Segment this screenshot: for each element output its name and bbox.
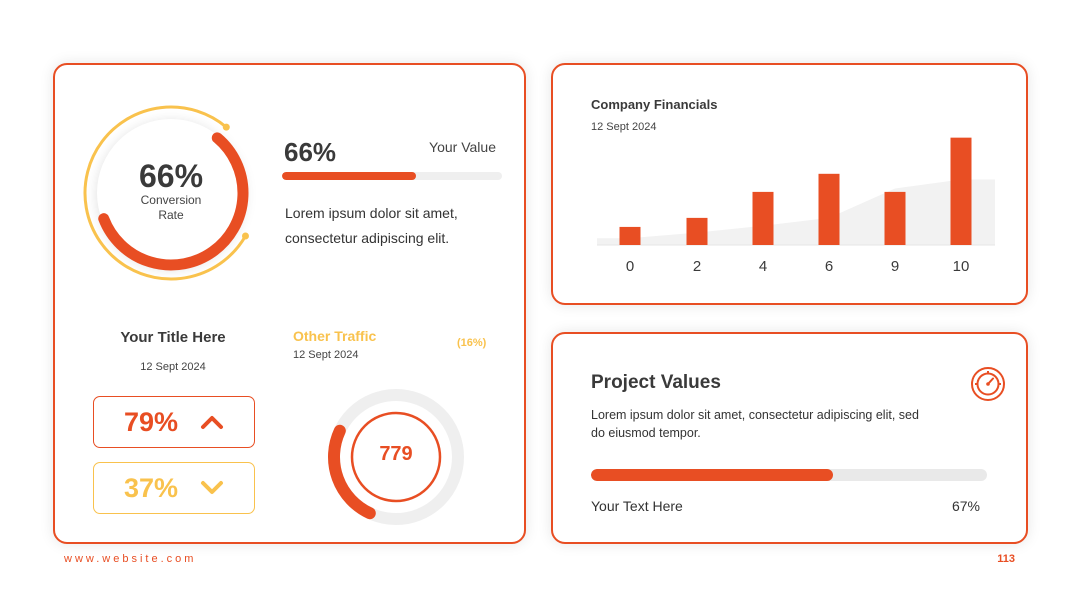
traffic-percent: (16%) <box>457 337 487 349</box>
stat-box-down: 37% <box>93 462 255 514</box>
project-title: Project Values <box>591 372 721 393</box>
stat-value: 79% <box>123 406 179 437</box>
project-description: Lorem ipsum dolor sit amet, consectetur … <box>591 408 919 440</box>
section-date: 12 Sept 2024 <box>140 361 206 373</box>
value-percent: 66% <box>284 137 337 167</box>
chart-bar <box>686 217 708 245</box>
chart-category-label: 6 <box>825 258 833 275</box>
conversion-progress-arc <box>98 132 249 271</box>
conversion-arc-dot <box>222 123 230 131</box>
footer-url[interactable]: www.website.com <box>64 553 197 565</box>
chart-bar <box>752 191 774 245</box>
value-label: Your Value <box>429 139 496 155</box>
project-progress-track <box>591 469 987 481</box>
project-progress-fill <box>591 469 833 481</box>
financials-title: Company Financials <box>591 97 718 112</box>
stat-box-up: 79% <box>93 396 255 448</box>
traffic-date: 12 Sept 2024 <box>293 349 359 361</box>
financials-date: 12 Sept 2024 <box>591 121 657 133</box>
chart-category-label: 2 <box>693 258 701 275</box>
left-card: 66% Conversion Rate 66% Your Value Lorem… <box>53 63 526 544</box>
traffic-title: Other Traffic <box>293 328 377 344</box>
conversion-value: 66% <box>138 158 204 194</box>
gauge-inner-circle <box>350 411 442 503</box>
gauge-progress-arc <box>328 424 376 520</box>
value-description: Lorem ipsum dolor sit amet, consectetur … <box>285 205 458 246</box>
stat-value: 37% <box>123 472 179 503</box>
chevron-up-icon <box>201 416 224 429</box>
chart-category-label: 9 <box>891 258 899 275</box>
chart-bar <box>818 173 840 245</box>
chart-bar <box>950 137 972 245</box>
chart-category-label: 0 <box>626 258 634 275</box>
chart-bar <box>884 191 906 245</box>
conversion-arc-dot <box>241 232 249 240</box>
page-number: 113 <box>997 553 1015 565</box>
chart-background-area <box>597 179 995 245</box>
value-progress-fill <box>282 172 417 180</box>
chart-category-label: 10 <box>953 258 970 275</box>
traffic-gauge <box>328 389 464 525</box>
chart-category-label: 4 <box>759 258 767 275</box>
conversion-ring <box>83 105 249 281</box>
chart-bar <box>619 226 641 245</box>
traffic-value: 779 <box>379 443 413 465</box>
project-card: Project Values Lorem ipsum dolor sit ame… <box>551 332 1028 544</box>
project-progress-percent: 67% <box>951 498 980 514</box>
financials-card: Company Financials 12 Sept 2024 0 2 4 6 9 10 <box>551 63 1028 305</box>
financials-chart: 0 2 4 6 9 10 <box>597 137 995 275</box>
conversion-label: Conversion Rate <box>140 193 202 222</box>
section-title: Your Title Here <box>120 329 226 346</box>
conversion-outer-arc <box>83 105 247 281</box>
chevron-down-icon <box>201 481 224 494</box>
speedometer-icon <box>971 367 1005 401</box>
project-progress-label: Your Text Here <box>591 498 683 514</box>
value-progress-track <box>282 172 502 180</box>
